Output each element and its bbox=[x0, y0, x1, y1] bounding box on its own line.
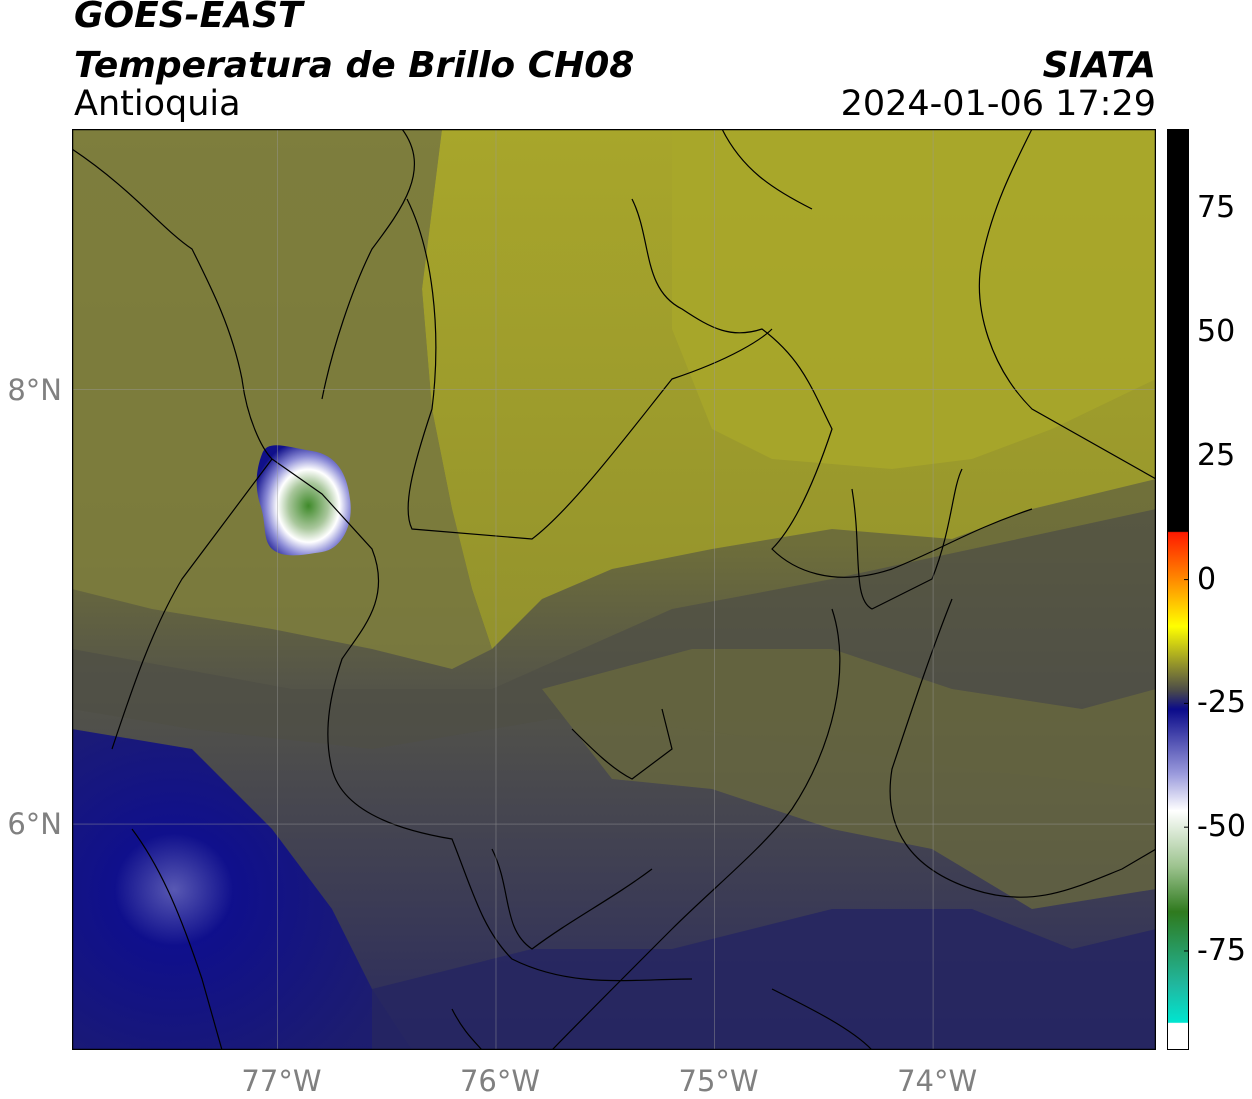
product-title: Temperatura de Brillo CH08 bbox=[74, 45, 635, 86]
colorbar-tick-label: -25 bbox=[1197, 685, 1246, 721]
lat-tick-label: 6°N bbox=[7, 807, 62, 842]
cold-navy-southwest bbox=[72, 729, 412, 1050]
bright-yellow-band bbox=[672, 129, 1156, 469]
colorbar-tick-label: 25 bbox=[1197, 437, 1236, 473]
lon-tick-label: 76°W bbox=[459, 1064, 541, 1098]
lon-tick-label: 75°W bbox=[678, 1064, 759, 1098]
colorbar-frame bbox=[1167, 129, 1189, 1050]
colorbar-tick-label: 75 bbox=[1197, 190, 1236, 226]
graticule bbox=[72, 129, 1156, 1050]
region-label: Antioquia bbox=[74, 84, 241, 124]
colorbar-fill bbox=[1167, 129, 1189, 1050]
brightness-temperature-map bbox=[72, 129, 1156, 1050]
convective-cloud-cell bbox=[256, 445, 351, 556]
colorbar-tick-label: 0 bbox=[1197, 561, 1217, 597]
datetime-label: 2024-01-06 17:29 bbox=[840, 84, 1156, 124]
colorbar-tick-label: 50 bbox=[1197, 314, 1236, 350]
agency-label: SIATA bbox=[1042, 45, 1156, 86]
satellite-title: GOES-EAST bbox=[74, 0, 303, 36]
navy-south-band bbox=[372, 909, 1156, 1050]
olive-mid-region bbox=[72, 129, 492, 669]
lat-tick-label: 8°N bbox=[7, 372, 62, 407]
map-boundaries bbox=[72, 129, 1156, 1050]
lon-tick-label: 77°W bbox=[241, 1064, 322, 1098]
colorbar bbox=[1167, 129, 1189, 1050]
map-frame bbox=[72, 129, 1156, 1050]
colorbar-tick-label: -75 bbox=[1197, 932, 1246, 968]
colorbar-ticks bbox=[1184, 207, 1189, 952]
olive-south-patch bbox=[542, 649, 1156, 909]
colorbar-tick-label: -50 bbox=[1197, 809, 1246, 845]
lon-tick-label: 74°W bbox=[897, 1064, 978, 1098]
